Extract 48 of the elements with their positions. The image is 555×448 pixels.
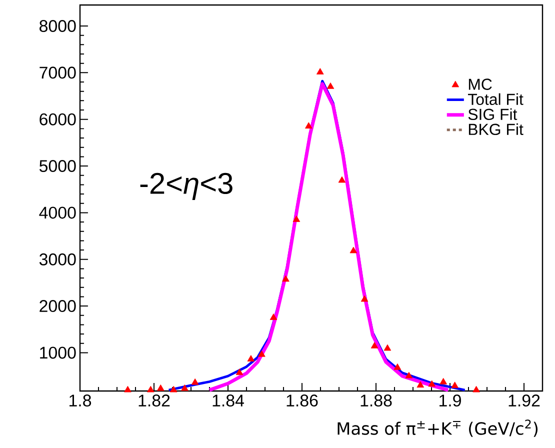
point xyxy=(236,368,244,375)
point xyxy=(147,386,154,392)
y-tick-label: 5000 xyxy=(39,160,76,172)
point xyxy=(472,386,480,392)
point xyxy=(394,363,402,370)
point xyxy=(170,386,178,392)
point xyxy=(416,381,424,388)
point xyxy=(440,378,447,384)
x-tick-label: 1.88 xyxy=(360,394,392,407)
point xyxy=(370,342,378,348)
point xyxy=(316,68,324,74)
y-tick-label: 2000 xyxy=(40,300,76,312)
point xyxy=(191,378,199,385)
point xyxy=(258,350,266,357)
point xyxy=(326,82,334,89)
x-axis-title: Mass of π$^{±}$+K$^{∓}$ (GeV/c$^{2}$) xyxy=(338,420,538,437)
annotation: -2<η<3 xyxy=(140,172,232,200)
x-tick-label: 1.9 xyxy=(440,394,461,407)
y-tick-label: 8000 xyxy=(40,20,76,32)
legend-label: SIG Fit xyxy=(468,108,518,120)
legend-label: BKG Fit xyxy=(468,123,524,136)
y-tick-label: 1000 xyxy=(40,346,76,359)
x-tick-label: 1.82 xyxy=(138,394,170,407)
point xyxy=(181,384,188,391)
point xyxy=(157,384,164,391)
x-tick-label: 1.86 xyxy=(286,394,318,407)
y-tick-label: 6000 xyxy=(40,113,76,126)
x-tick-label: 1.84 xyxy=(212,394,244,407)
y-tick-label: 7000 xyxy=(40,66,76,79)
point xyxy=(384,344,392,351)
y-tick-label: 3000 xyxy=(39,253,76,266)
x-tick-label: 1.8 xyxy=(70,394,92,407)
legend-label: MC xyxy=(468,78,492,90)
point xyxy=(350,246,358,254)
point xyxy=(338,176,346,183)
point xyxy=(451,382,458,388)
point xyxy=(247,355,255,362)
point xyxy=(305,122,312,129)
point xyxy=(360,295,368,302)
point xyxy=(292,216,300,222)
y-tick-label: 4000 xyxy=(39,206,76,219)
point xyxy=(282,275,290,282)
point xyxy=(405,372,413,378)
point xyxy=(124,386,132,392)
point xyxy=(428,380,436,387)
x-tick-label: 1.92 xyxy=(508,394,540,407)
point xyxy=(270,314,278,320)
legend-label: Total Fit xyxy=(468,93,524,105)
